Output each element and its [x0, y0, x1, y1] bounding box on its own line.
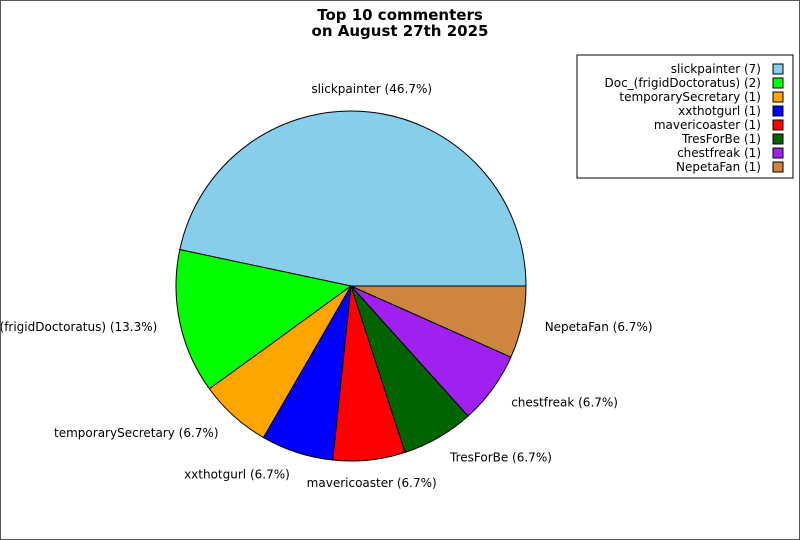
- chart-title-line-2: on August 27th 2025: [312, 22, 489, 40]
- slice-label: slickpainter (46.7%): [311, 82, 432, 96]
- pie-slice-doc-frigiddoctoratus: [175, 249, 353, 390]
- legend-swatch: [772, 119, 784, 131]
- legend-entry-label: xxthotgurl (1): [678, 104, 761, 118]
- slice-label: Doc_(frigidDoctoratus) (13.3%): [1, 320, 157, 334]
- slice-label: xxthotgurl (6.7%): [184, 467, 290, 481]
- slice-label: TresForBe (6.7%): [449, 451, 552, 465]
- legend-swatch: [772, 91, 784, 103]
- legend-entry-label: NepetaFan (1): [676, 160, 761, 174]
- slice-label: NepetaFan (6.7%): [545, 320, 653, 334]
- legend-entry-label: Doc_(frigidDoctoratus) (2): [605, 76, 762, 90]
- legend-swatch: [772, 133, 784, 145]
- pie-slice-slickpainter: [179, 110, 527, 287]
- legend-entry-label: temporarySecretary (1): [619, 90, 761, 104]
- legend-box: [576, 54, 794, 179]
- legend-entry-label: chestfreak (1): [677, 146, 761, 160]
- legend-swatch: [772, 63, 784, 75]
- slice-label: chestfreak (6.7%): [511, 395, 618, 409]
- slice-label: temporarySecretary (6.7%): [54, 426, 218, 440]
- legend-swatch: [772, 105, 784, 117]
- legend-entry-label: mavericoaster (1): [654, 118, 761, 132]
- legend-swatch: [772, 161, 784, 173]
- legend-entry-label: TresForBe (1): [681, 132, 761, 146]
- legend: slickpainter (7)Doc_(frigidDoctoratus) (…: [576, 54, 794, 179]
- legend-swatch: [772, 77, 784, 89]
- pie-slices: [175, 110, 527, 462]
- pie-slice-nepetafan: [350, 285, 527, 358]
- slice-label: mavericoaster (6.7%): [307, 476, 437, 490]
- legend-swatch: [772, 147, 784, 159]
- slice-labels: slickpainter (46.7%) Doc_(frigidDoctoratu…: [1, 82, 653, 490]
- legend-entry-label: slickpainter (7): [671, 62, 761, 76]
- chart-title-line-1: Top 10 commenters: [317, 6, 483, 24]
